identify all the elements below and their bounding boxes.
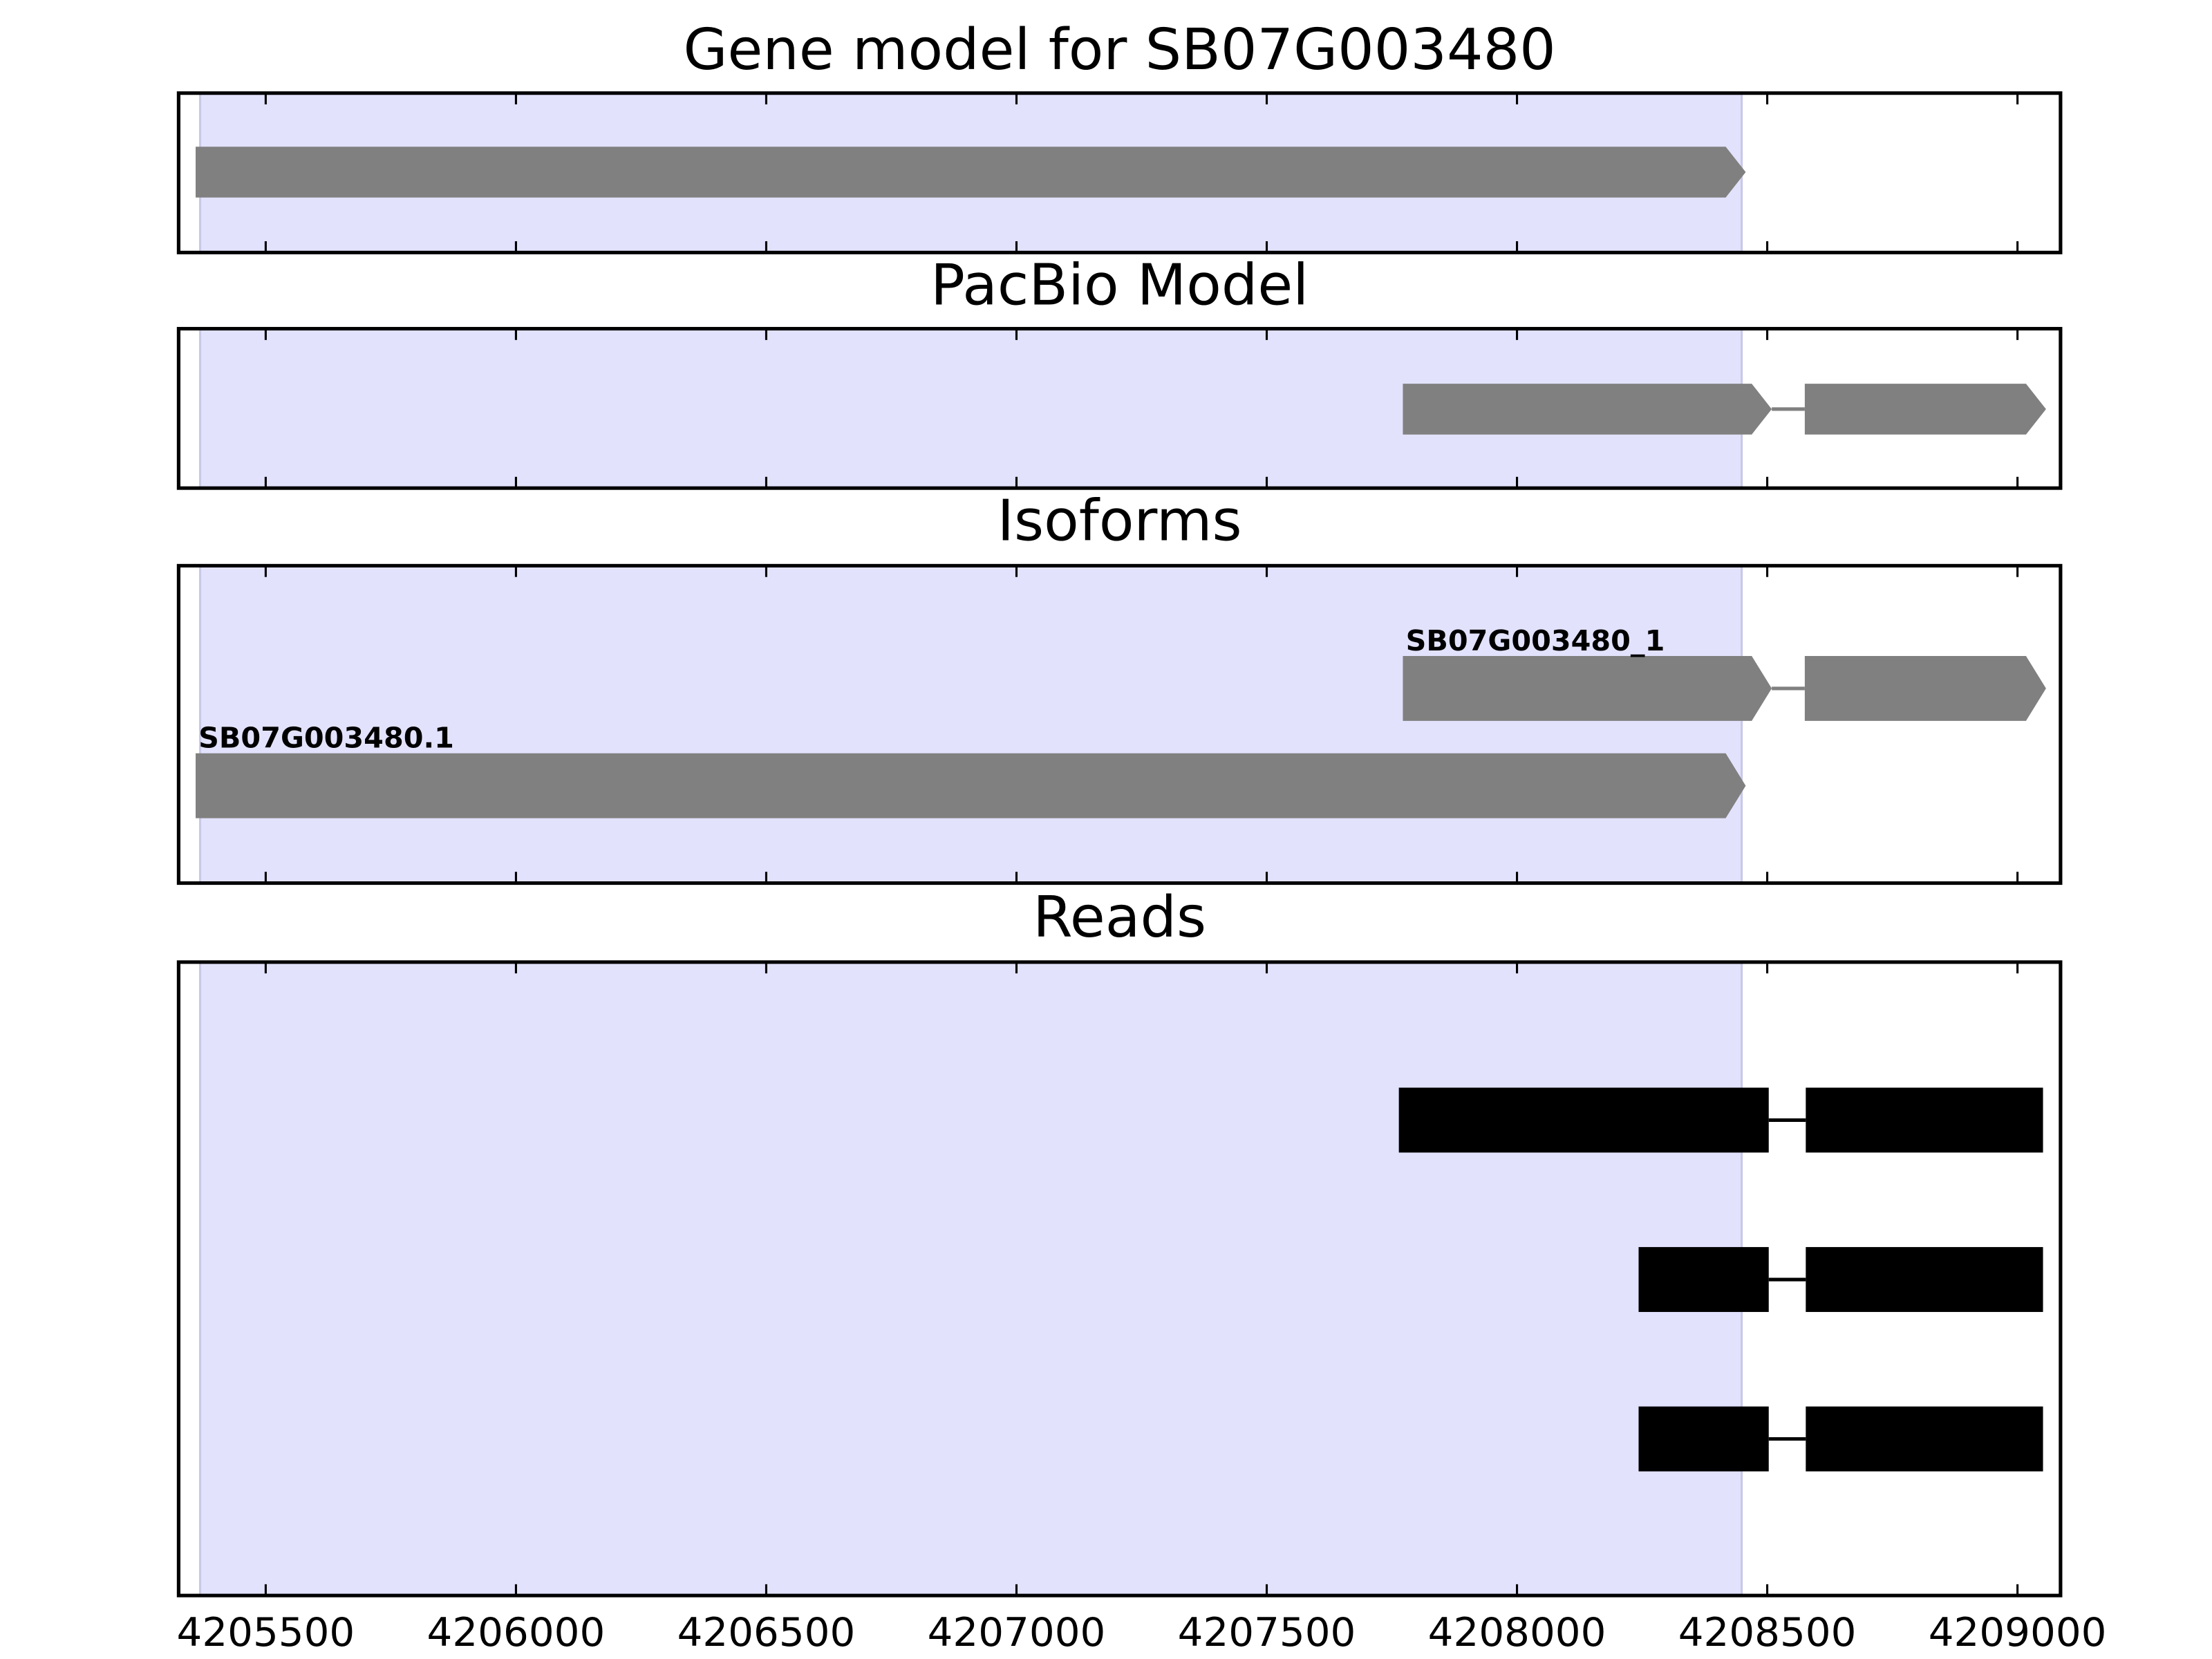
panel-frame: [176, 326, 2063, 490]
exon: [196, 147, 1746, 198]
exon: [1806, 1247, 2043, 1312]
highlight-region: [198, 564, 1743, 885]
x-tick-label: 4208500: [1678, 1609, 1857, 1656]
panel-title: Isoforms: [997, 489, 1242, 554]
panel-frame: [176, 960, 2063, 1597]
exon: [1398, 1087, 1769, 1153]
x-tick-label: 4205500: [177, 1609, 355, 1656]
panel-frame: [176, 91, 2063, 254]
panel-title: Reads: [1033, 885, 1206, 950]
highlight-region: [198, 961, 1743, 1597]
isoform-label: SB07G003480_1: [1406, 624, 1665, 657]
x-tick-label: 4206000: [427, 1609, 606, 1656]
panel-frame: [176, 563, 2063, 885]
panel-title: PacBio Model: [930, 253, 1309, 318]
panel-title: Gene model for SB07G003480: [683, 17, 1555, 82]
exon: [1804, 384, 2046, 435]
x-tick-label: 4207000: [928, 1609, 1106, 1656]
x-tick-label: 4207500: [1178, 1609, 1356, 1656]
x-tick-label: 4209000: [1929, 1609, 2107, 1656]
exon: [1638, 1406, 1769, 1472]
exon: [1403, 384, 1772, 435]
x-tick-label: 4208000: [1428, 1609, 1606, 1656]
isoform-label: SB07G003480.1: [198, 722, 454, 755]
exon: [1403, 655, 1772, 721]
exon: [1806, 1087, 2043, 1153]
exon: [1804, 655, 2046, 721]
exon: [1806, 1406, 2043, 1472]
x-tick-label: 4206500: [677, 1609, 856, 1656]
exon: [196, 753, 1746, 818]
exon: [1638, 1247, 1769, 1312]
